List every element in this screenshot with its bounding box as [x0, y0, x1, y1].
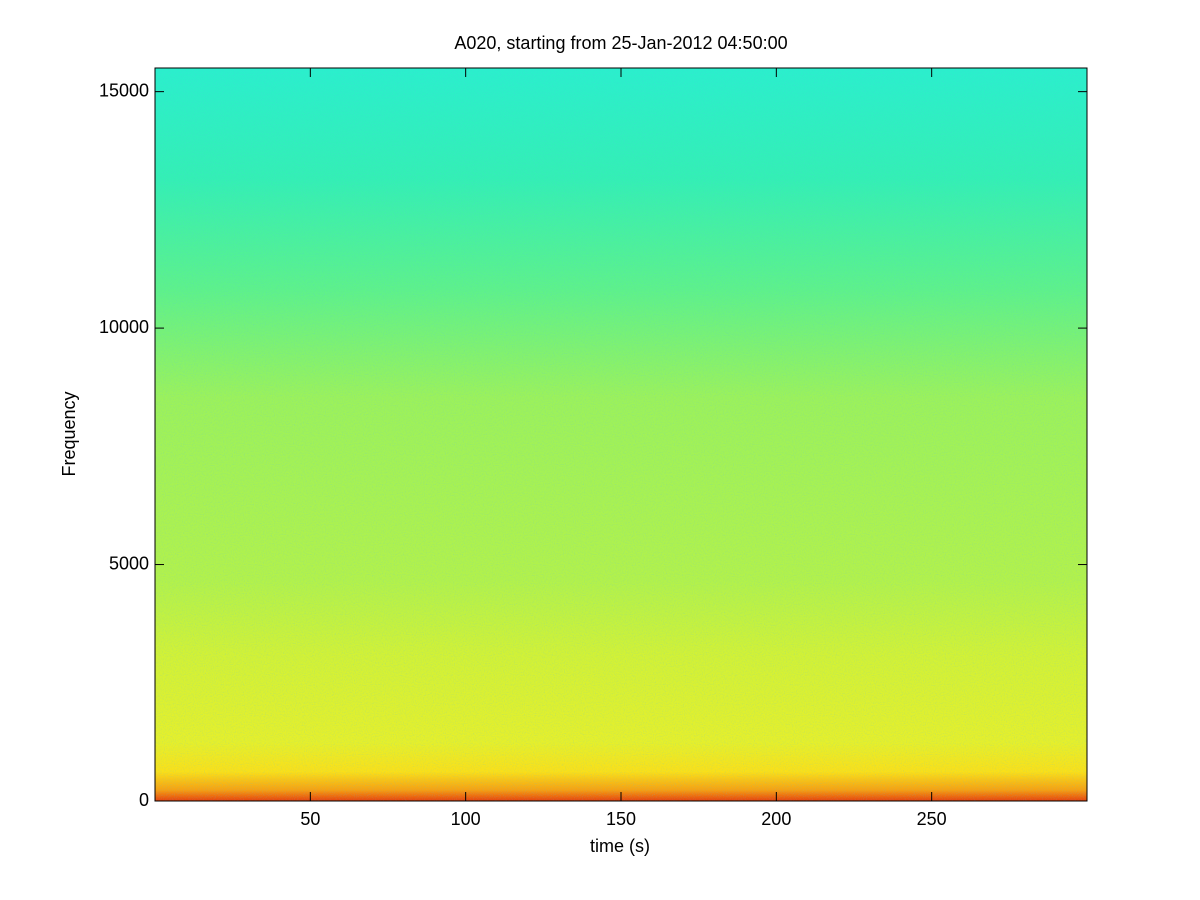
x-axis-label: time (s) — [590, 836, 650, 856]
x-tick-label: 50 — [300, 809, 320, 829]
x-tick-label: 100 — [451, 809, 481, 829]
y-tick-label: 10000 — [99, 317, 149, 337]
plot-area — [154, 67, 1088, 802]
spectrogram-texture — [155, 68, 1087, 801]
y-axis-label: Frequency — [59, 391, 79, 476]
x-tick-label: 150 — [606, 809, 636, 829]
y-tick-label: 15000 — [99, 80, 149, 100]
y-tick-label: 5000 — [109, 553, 149, 573]
chart-title: A020, starting from 25-Jan-2012 04:50:00 — [454, 33, 787, 53]
y-tick-label: 0 — [139, 790, 149, 810]
x-tick-label: 250 — [917, 809, 947, 829]
x-tick-label: 200 — [761, 809, 791, 829]
